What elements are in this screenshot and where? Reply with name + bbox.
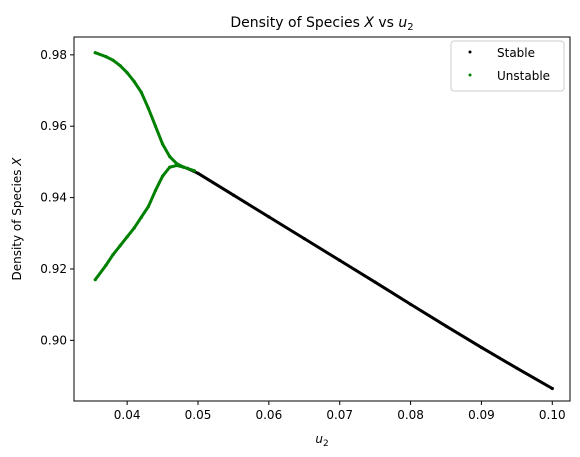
data-point-unstable <box>132 226 136 230</box>
data-point-unstable <box>111 253 115 257</box>
legend: Stable Unstable <box>450 40 565 92</box>
data-point-unstable <box>93 278 97 282</box>
y-axis-ticks: 0.90 0.92 0.94 0.96 0.98 <box>40 48 74 347</box>
series-stable-curve <box>185 166 554 391</box>
legend-marker-unstable <box>468 73 472 77</box>
data-point-stable <box>373 280 377 284</box>
series-unstable-curve <box>93 51 196 282</box>
data-point-unstable <box>93 51 97 55</box>
y-tick-label: 0.98 <box>40 48 67 62</box>
x-tick-label: 0.09 <box>468 408 495 422</box>
data-point-stable <box>550 386 554 391</box>
x-tick-label: 0.10 <box>539 408 566 422</box>
data-point-unstable <box>111 58 115 62</box>
legend-label-stable: Stable <box>497 46 535 60</box>
data-point-unstable <box>192 169 197 173</box>
data-point-stable <box>408 302 413 306</box>
data-point-stable <box>515 366 519 370</box>
y-axis-title: Density of Species X <box>10 157 24 281</box>
x-tick-label: 0.05 <box>185 408 212 422</box>
x-tick-label: 0.07 <box>326 408 353 422</box>
data-point-unstable <box>175 163 179 168</box>
data-point-unstable <box>160 142 165 146</box>
y-tick-label: 0.94 <box>40 191 67 205</box>
data-point-unstable <box>118 63 122 68</box>
y-tick-label: 0.96 <box>40 119 67 133</box>
data-point-stable <box>196 171 200 175</box>
chart-title-group: Density of Species X vs u2 <box>230 15 413 33</box>
data-point-stable <box>444 324 448 328</box>
y-tick-label: 0.92 <box>40 262 67 276</box>
data-point-stable <box>231 193 236 197</box>
data-point-stable <box>338 258 342 262</box>
y-tick-label: 0.90 <box>40 333 67 347</box>
x-tick-label: 0.04 <box>114 408 141 422</box>
data-point-unstable <box>139 90 143 94</box>
legend-label-unstable: Unstable <box>497 69 550 83</box>
x-tick-label: 0.06 <box>255 408 282 422</box>
data-point-unstable <box>132 80 136 84</box>
data-point-unstable <box>104 55 108 59</box>
x-tick-label: 0.08 <box>397 408 424 422</box>
data-point-unstable <box>153 188 158 193</box>
data-point-unstable <box>125 235 129 239</box>
series-layer <box>93 51 554 391</box>
data-point-unstable <box>160 174 165 178</box>
data-point-unstable <box>125 71 129 75</box>
data-point-unstable <box>146 106 150 110</box>
data-point-unstable <box>146 204 150 209</box>
data-point-unstable <box>182 165 186 169</box>
data-point-unstable <box>168 154 172 159</box>
data-point-unstable <box>153 124 158 128</box>
data-point-unstable <box>139 215 143 219</box>
data-point-unstable <box>118 244 122 248</box>
data-point-stable <box>267 215 271 219</box>
x-axis-title: u2 <box>315 432 328 449</box>
data-point-unstable <box>168 165 172 169</box>
chart-title: Density of Species X vs u2 <box>230 15 413 33</box>
legend-box <box>450 40 565 92</box>
data-point-stable <box>479 345 484 350</box>
data-point-stable <box>302 237 306 241</box>
legend-marker-stable <box>468 50 472 54</box>
x-axis-ticks: 0.04 0.05 0.06 0.07 0.08 0.09 0.10 <box>114 401 566 422</box>
data-point-unstable <box>104 263 108 267</box>
plot-area <box>73 36 571 402</box>
axes-frame <box>73 36 571 402</box>
